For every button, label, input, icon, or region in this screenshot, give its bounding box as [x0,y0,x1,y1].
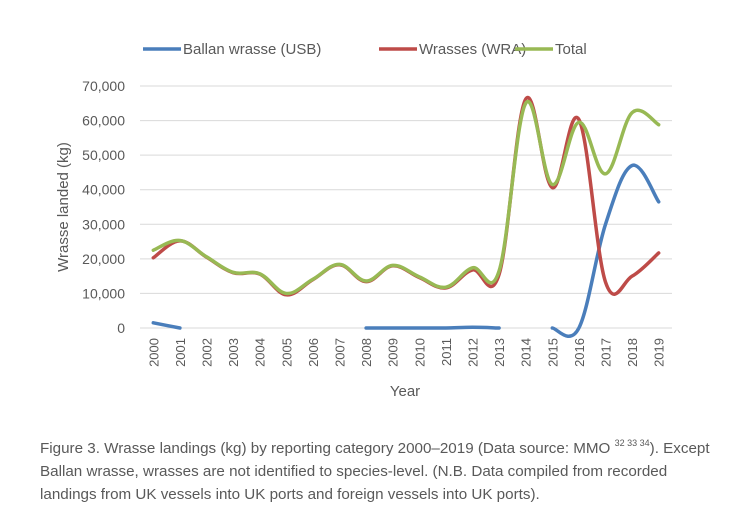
y-tick-label: 20,000 [82,251,125,267]
y-tick-label: 0 [117,320,125,336]
x-tick-label: 2000 [146,338,161,367]
x-axis-title: Year [390,383,420,400]
x-tick-label: 2011 [439,338,454,366]
x-tick-label: 2008 [359,338,374,367]
x-tick-label: 2012 [466,338,481,367]
x-tick-label: 2009 [386,338,401,367]
y-axis-ticks: 0 10,000 20,000 30,000 40,000 50,000 60,000 70,… [82,78,125,336]
series-line-segment [151,99,661,296]
x-tick-label: 2007 [333,338,348,367]
legend: Ballan wrasse (USB) Wrasses (WRA) Total [143,41,587,58]
series-lines [151,95,661,338]
series-total [151,99,661,296]
x-tick-label: 2015 [545,338,560,367]
y-tick-label: 50,000 [82,147,125,163]
x-tick-label: 2003 [226,338,241,367]
figure-caption: Figure 3. Wrasse landings (kg) by report… [40,437,720,506]
series-ballan-wrasse-usb [151,163,661,338]
x-tick-label: 2005 [279,338,294,367]
x-tick-label: 2018 [625,338,640,367]
caption-text-after: ). Except Ballan wrasse, wrasses are not… [40,440,710,503]
y-axis-title: Wrasse landed (kg) [55,142,72,272]
legend-label: Ballan wrasse (USB) [183,41,321,58]
series-line-segment [550,163,661,338]
y-tick-label: 40,000 [82,182,125,198]
x-axis-ticks: 2000 2001 2002 2003 2004 2005 2006 2007 2008 2009… [146,338,666,367]
x-tick-label: 2001 [173,338,188,367]
gridlines [140,85,672,329]
x-tick-label: 2013 [492,338,507,367]
caption-text-before: Figure 3. Wrasse landings (kg) by report… [40,440,615,457]
y-tick-label: 60,000 [82,113,125,129]
line-chart: Ballan wrasse (USB) Wrasses (WRA) Total 0 1… [55,41,672,400]
legend-label: Wrasses (WRA) [419,41,526,58]
series-line-segment [364,325,501,330]
x-tick-label: 2016 [572,338,587,367]
x-tick-label: 2014 [519,338,534,367]
x-tick-label: 2019 [652,338,667,367]
legend-label: Total [555,41,587,58]
x-tick-label: 2002 [200,338,215,367]
x-tick-label: 2006 [306,338,321,367]
x-tick-label: 2004 [253,338,268,367]
series-line-segment [151,321,182,330]
caption-references: 32 33 34 [614,438,650,448]
y-tick-label: 10,000 [82,285,125,301]
x-tick-label: 2017 [599,338,614,367]
y-tick-label: 70,000 [82,78,125,94]
y-tick-label: 30,000 [82,216,125,232]
x-tick-label: 2010 [412,338,427,367]
